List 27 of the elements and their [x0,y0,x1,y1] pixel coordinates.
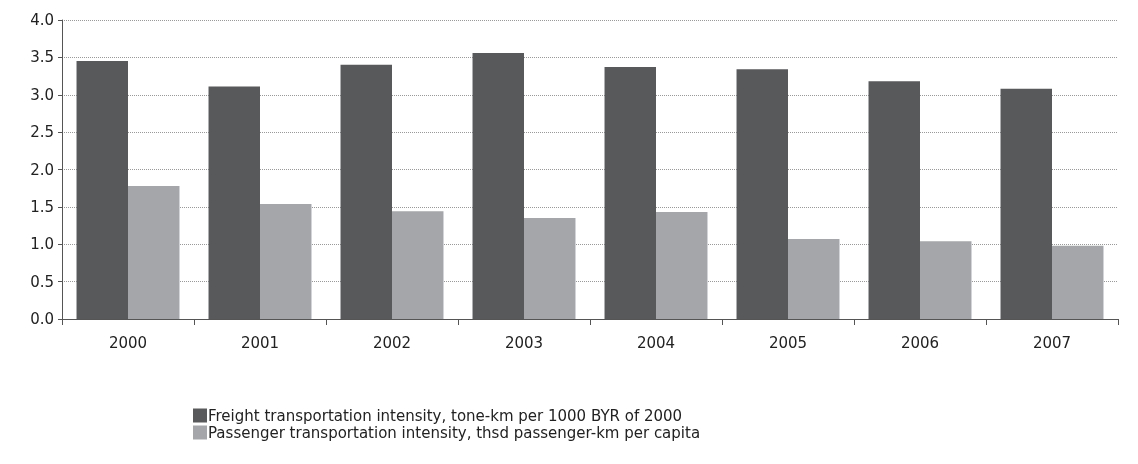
y-tick-label: 0.5 [30,272,54,291]
y-tick-label: 4.0 [30,11,54,29]
y-tick-label: 3.0 [30,85,54,104]
y-tick-label: 0.0 [30,310,54,328]
bar [656,212,708,319]
bar [1052,245,1104,319]
legend-label: Freight transportation intensity, tone-km per 1000 BYR of 2000 [208,406,683,425]
y-tick-label: 1.5 [30,197,54,216]
x-tick-label: 2007 [1032,333,1072,352]
x-tick-label: 2003 [504,333,544,352]
legend-label: Passenger transportation intensity, thsd passenger-km per capita [208,423,701,442]
x-tick-label: 2006 [900,333,940,352]
bar [920,241,972,319]
bar [788,239,840,319]
y-tick-label: 3.5 [30,48,54,67]
x-tick-label: 2002 [372,333,412,352]
bar [260,203,312,319]
bar [128,185,180,319]
x-tick-label: 2005 [768,333,808,352]
y-tick-label: 2.5 [30,123,54,142]
y-tick-label: 2.0 [30,160,54,179]
bar [524,218,576,319]
x-tick-label: 2004 [636,333,676,352]
x-tick-label: 2001 [240,333,280,352]
x-tick-label: 2000 [108,333,148,352]
y-tick-label: 1.0 [30,235,54,254]
bar [392,211,444,319]
